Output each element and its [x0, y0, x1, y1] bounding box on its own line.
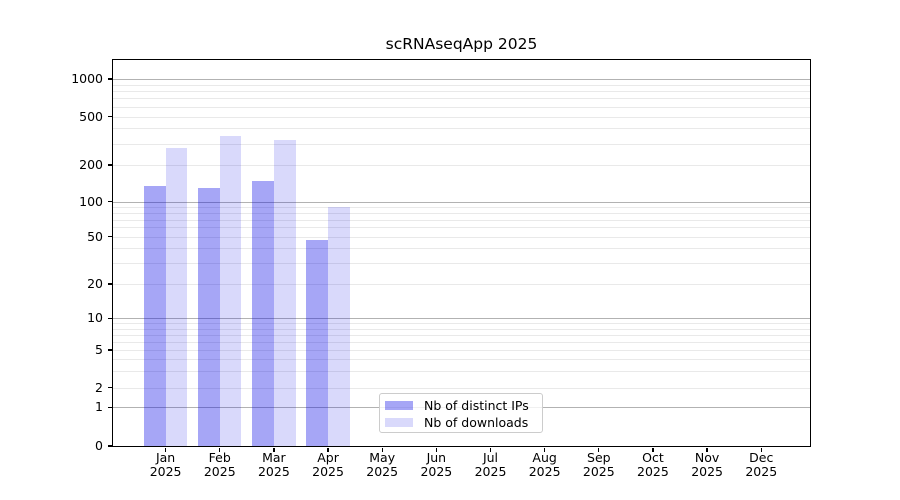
y-tick-label: 200 — [79, 157, 103, 172]
x-tick-label-jul: Jul 2025 — [474, 450, 507, 479]
legend-item-downloads: Nb of downloads — [385, 414, 542, 431]
bar-distinct-ips-apr — [306, 239, 329, 446]
bar-downloads-jan — [165, 147, 188, 446]
gridline-minor — [113, 284, 810, 285]
y-tick-mark — [108, 164, 112, 166]
y-tick-mark — [108, 236, 112, 238]
gridline-minor — [113, 236, 810, 238]
bar-downloads-mar — [273, 140, 296, 446]
x-tick-label-apr: Apr 2025 — [312, 450, 344, 479]
legend-item-distinct-ips: Nb of distinct IPs — [385, 397, 542, 414]
x-tick-mark — [598, 447, 600, 452]
gridline-minor — [113, 359, 810, 361]
x-tick-label-aug: Aug 2025 — [528, 450, 561, 479]
x-tick-label-mar: Mar 2025 — [257, 450, 290, 479]
gridline-minor — [113, 248, 810, 250]
x-tick-mark — [435, 447, 438, 452]
x-tick-label-dec: Dec 2025 — [745, 450, 778, 479]
gridline-minor — [113, 370, 810, 372]
y-tick-mark — [108, 78, 112, 80]
y-tick-mark — [108, 445, 112, 447]
bar-downloads-apr — [328, 207, 350, 446]
gridline-minor — [113, 91, 810, 93]
y-tick-mark — [108, 283, 112, 285]
x-tick-mark — [760, 447, 762, 452]
y-tick-mark — [108, 201, 112, 203]
x-tick-label-may: May 2025 — [366, 450, 399, 479]
gridline-minor — [113, 387, 810, 389]
y-tick-label: 5 — [95, 342, 103, 357]
bar-downloads-feb — [219, 136, 242, 446]
chart-title: scRNAseqApp 2025 — [385, 35, 538, 53]
gridline-minor — [113, 165, 810, 166]
gridline-minor — [113, 207, 810, 209]
y-tick-mark — [108, 116, 112, 118]
legend-label-distinct-ips: Nb of distinct IPs — [424, 398, 529, 413]
gridline-minor — [113, 84, 810, 86]
x-tick-mark — [489, 447, 492, 452]
gridline-major — [113, 318, 810, 320]
x-tick-label-feb: Feb 2025 — [203, 450, 236, 479]
gridline-minor — [113, 212, 810, 214]
bar-distinct-ips-jan — [143, 185, 166, 446]
gridline-minor — [113, 227, 810, 229]
x-tick-label-sep: Sep 2025 — [582, 450, 615, 479]
y-tick-mark — [108, 349, 112, 351]
gridline-major — [113, 201, 810, 203]
gridline-minor — [113, 143, 810, 145]
y-tick-label: 0 — [95, 438, 103, 453]
gridline-minor — [113, 128, 810, 130]
x-tick-mark — [381, 447, 383, 452]
plot-area — [111, 58, 811, 447]
y-tick-mark — [108, 386, 112, 389]
y-tick-label: 1 — [95, 399, 103, 415]
x-tick-label-jan: Jan 2025 — [149, 450, 182, 479]
x-tick-label-oct: Oct 2025 — [637, 450, 669, 479]
gridline-minor — [113, 334, 810, 336]
y-tick-label: 100 — [79, 193, 103, 209]
y-tick-mark — [108, 317, 112, 319]
y-tick-mark — [108, 406, 112, 408]
x-tick-label-jun: Jun 2025 — [420, 450, 453, 479]
gridline-minor — [113, 350, 810, 351]
y-tick-label: 20 — [87, 276, 103, 291]
legend-swatch-distinct-ips-icon — [385, 401, 413, 410]
y-tick-label: 1000 — [71, 71, 103, 86]
x-tick-mark — [164, 447, 167, 452]
bar-distinct-ips-mar — [252, 180, 274, 446]
x-tick-mark — [652, 447, 654, 452]
y-tick-label: 500 — [79, 108, 103, 124]
gridline-major — [113, 79, 810, 80]
legend: Nb of distinct IPs Nb of downloads — [379, 393, 543, 433]
gridline-minor — [113, 106, 810, 108]
y-tick-label: 2 — [95, 379, 103, 395]
gridline-minor — [113, 323, 810, 325]
x-tick-label-nov: Nov 2025 — [691, 450, 723, 479]
gridline-minor — [113, 219, 810, 221]
x-tick-mark — [327, 447, 329, 452]
gridline-minor — [113, 98, 810, 100]
legend-swatch-downloads-icon — [385, 418, 413, 427]
gridline-minor — [113, 116, 810, 118]
x-tick-mark — [273, 447, 275, 452]
x-tick-mark — [219, 447, 221, 452]
gridline-minor — [113, 263, 810, 265]
y-tick-label: 10 — [87, 310, 103, 326]
x-tick-mark — [543, 447, 546, 452]
y-tick-label: 50 — [87, 228, 103, 244]
legend-label-downloads: Nb of downloads — [424, 415, 529, 430]
bar-distinct-ips-feb — [198, 188, 220, 446]
gridline-minor — [113, 328, 810, 330]
gridline-minor — [113, 341, 810, 343]
x-tick-mark — [706, 447, 708, 452]
